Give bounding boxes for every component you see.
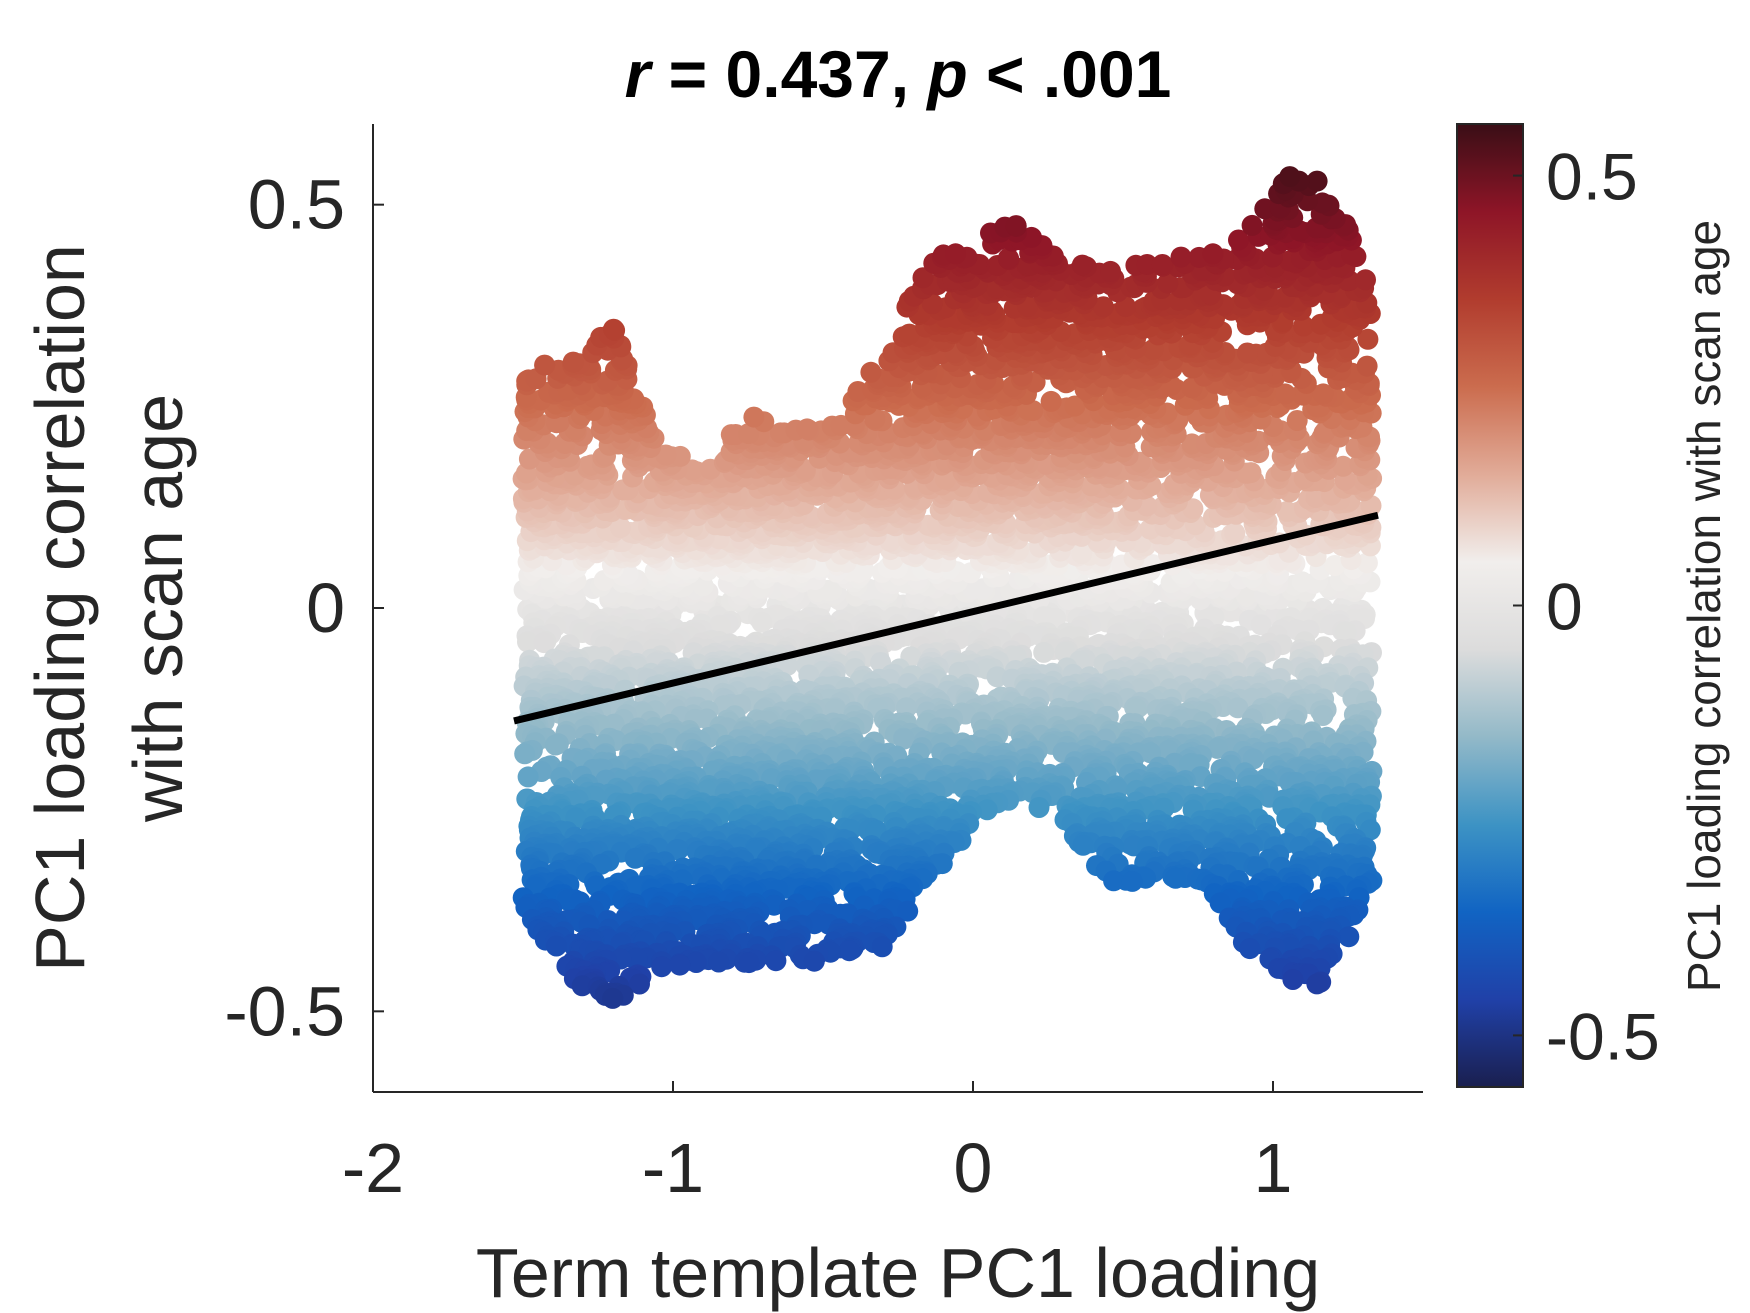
scatter-point [681,459,703,481]
scatter-point [1312,383,1334,405]
scatter-point [1276,500,1298,522]
title-p-value: < .001 [968,37,1172,111]
scatter-point [1033,641,1055,663]
scatter-point [893,728,915,750]
scatter-point [545,734,566,756]
chart-title: r = 0.437, p < .001 [625,37,1172,111]
scatter-point [518,448,540,470]
scatter-point [738,423,760,445]
scatter-point [1324,555,1346,576]
title-r-symbol: r [625,37,654,111]
scatter-point [1286,410,1308,431]
scatter-point [1040,390,1062,412]
scatter-point [1305,487,1327,509]
scatter-point [1028,797,1050,818]
scatter-point [769,422,791,444]
scatter-point [860,361,882,383]
scatter-point [1072,834,1094,856]
title-r-value: = 0.437, [650,37,927,111]
scatter-point [1274,383,1296,405]
scatter-point [1312,705,1334,726]
scatter-point [1064,395,1086,417]
scatter-point [534,354,556,376]
scatter-point [517,766,539,788]
scatter-point [610,517,631,539]
scatter-point [562,351,584,373]
scatter-point [1250,614,1272,636]
scatter-point [751,611,773,633]
scatter-point [1334,621,1356,643]
scatter-point [1240,462,1262,484]
scatter-point [514,743,536,765]
scatter-point [976,799,998,821]
scatter-point [1291,571,1313,593]
scatter-points [512,166,1383,1009]
title-p-symbol: p [925,37,967,111]
scatter-point [796,418,818,440]
scatter-point [517,631,538,653]
scatter-point [1071,543,1093,564]
scatter-point [743,406,765,428]
scatter-point [1356,355,1378,377]
scatter-point [1332,455,1354,477]
scatter-point [1017,399,1039,421]
scatter-point [1236,585,1257,607]
scatter-point [1206,737,1228,759]
scatter-point [1227,697,1249,719]
scatter-point [1356,552,1378,574]
scatter-point [624,847,646,869]
scatter-point [533,632,555,654]
scatter-point [1224,522,1246,544]
